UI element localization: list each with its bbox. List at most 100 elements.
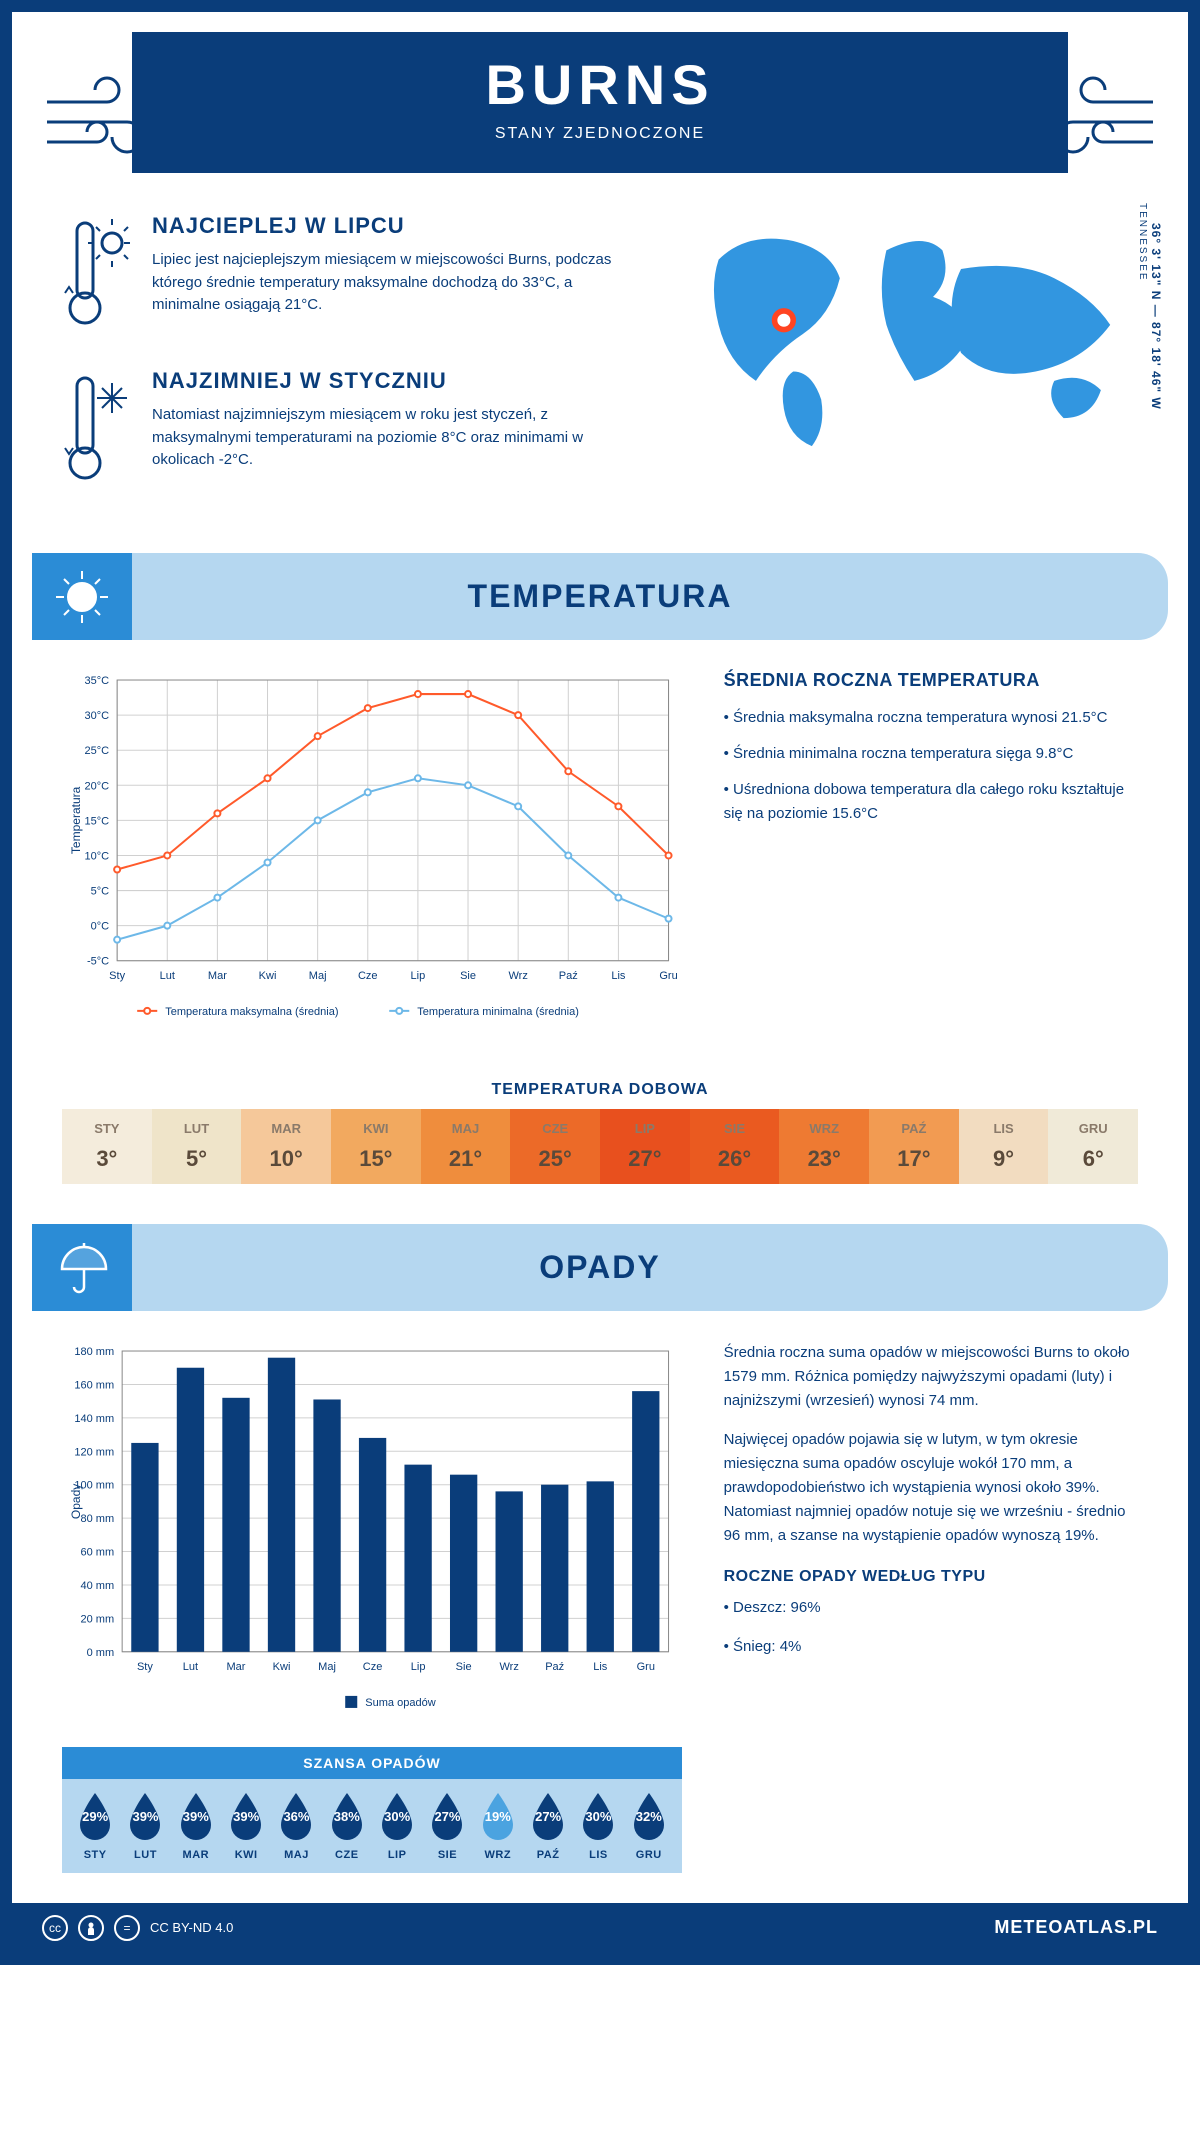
daily-month: SIE (690, 1121, 780, 1136)
svg-text:Sie: Sie (456, 1661, 472, 1673)
daily-month: PAŹ (869, 1121, 959, 1136)
daily-value: 5° (152, 1146, 242, 1172)
daily-temp-cell: LIS9° (959, 1109, 1049, 1184)
raindrop-icon: 32% (628, 1791, 670, 1843)
daily-value: 3° (62, 1146, 152, 1172)
daily-month: STY (62, 1121, 152, 1136)
raindrop-icon: 30% (577, 1791, 619, 1843)
svg-text:Wrz: Wrz (508, 970, 527, 982)
chance-drop-cell: 32% GRU (624, 1791, 674, 1861)
daily-value: 10° (241, 1146, 331, 1172)
chance-value: 27% (535, 1809, 561, 1824)
svg-text:5°C: 5°C (91, 886, 110, 898)
chance-month: MAR (171, 1849, 221, 1861)
svg-text:40 mm: 40 mm (80, 1580, 114, 1592)
chance-month: LIS (573, 1849, 623, 1861)
svg-text:Maj: Maj (318, 1661, 336, 1673)
chance-month: LIP (372, 1849, 422, 1861)
hottest-title: NAJCIEPLEJ W LIPCU (152, 213, 632, 239)
type-bullet: • Śnieg: 4% (724, 1635, 1138, 1659)
chance-month: SIE (422, 1849, 472, 1861)
svg-text:Gru: Gru (637, 1661, 655, 1673)
temperature-title: TEMPERATURA (468, 578, 733, 614)
nd-icon: = (114, 1915, 140, 1941)
chance-value: 27% (434, 1809, 460, 1824)
annual-bullet: • Średnia minimalna roczna temperatura s… (724, 742, 1138, 766)
temperature-section-header: TEMPERATURA (32, 553, 1168, 640)
svg-text:Paź: Paź (545, 1661, 564, 1673)
svg-text:Suma opadów: Suma opadów (365, 1697, 435, 1709)
svg-text:Sie: Sie (460, 970, 476, 982)
svg-text:Mar: Mar (226, 1661, 245, 1673)
svg-text:Lip: Lip (411, 1661, 426, 1673)
by-icon (78, 1915, 104, 1941)
cc-icon: cc (42, 1915, 68, 1941)
daily-value: 21° (421, 1146, 511, 1172)
svg-text:Gru: Gru (659, 970, 677, 982)
svg-text:15°C: 15°C (84, 815, 109, 827)
sun-icon (32, 553, 132, 640)
precip-title: OPADY (539, 1249, 660, 1285)
location-marker-icon (774, 311, 793, 330)
daily-value: 26° (690, 1146, 780, 1172)
daily-temp-cell: GRU6° (1048, 1109, 1138, 1184)
thermometer-hot-icon (62, 213, 132, 338)
chance-value: 30% (384, 1809, 410, 1824)
svg-text:120 mm: 120 mm (74, 1446, 114, 1458)
svg-text:Maj: Maj (309, 970, 327, 982)
intro-row: NAJCIEPLEJ W LIPCU Lipiec jest najcieple… (12, 173, 1188, 553)
svg-text:Opady: Opady (69, 1484, 83, 1519)
state-label: TENNESSEE (1137, 203, 1148, 282)
precip-section-header: OPADY (32, 1224, 1168, 1311)
svg-text:Temperatura maksymalna (średni: Temperatura maksymalna (średnia) (165, 1006, 338, 1018)
raindrop-icon: 39% (124, 1791, 166, 1843)
daily-temp-cell: MAJ21° (421, 1109, 511, 1184)
chance-value: 39% (132, 1809, 158, 1824)
svg-text:80 mm: 80 mm (80, 1513, 114, 1525)
svg-text:Temperatura minimalna (średnia: Temperatura minimalna (średnia) (417, 1006, 579, 1018)
precip-para-1: Średnia roczna suma opadów w miejscowośc… (724, 1341, 1138, 1413)
chance-drop-cell: 27% SIE (422, 1791, 472, 1861)
hottest-block: NAJCIEPLEJ W LIPCU Lipiec jest najcieple… (62, 213, 632, 338)
precip-content: 0 mm20 mm40 mm60 mm80 mm100 mm120 mm140 … (12, 1311, 1188, 1747)
chance-drop-cell: 30% LIS (573, 1791, 623, 1861)
coldest-title: NAJZIMNIEJ W STYCZNIU (152, 368, 632, 394)
svg-text:Kwi: Kwi (273, 1661, 291, 1673)
svg-text:10°C: 10°C (84, 850, 109, 862)
raindrop-icon: 19% (477, 1791, 519, 1843)
daily-temp-cell: PAŹ17° (869, 1109, 959, 1184)
raindrop-icon: 27% (426, 1791, 468, 1843)
svg-text:20 mm: 20 mm (80, 1613, 114, 1625)
svg-text:180 mm: 180 mm (74, 1346, 114, 1358)
svg-text:Kwi: Kwi (259, 970, 277, 982)
city-title: BURNS (132, 52, 1068, 117)
intro-text-column: NAJCIEPLEJ W LIPCU Lipiec jest najcieple… (62, 213, 632, 523)
daily-value: 9° (959, 1146, 1049, 1172)
svg-text:25°C: 25°C (84, 745, 109, 757)
chance-value: 30% (585, 1809, 611, 1824)
site-name: METEOATLAS.PL (994, 1917, 1158, 1938)
raindrop-icon: 39% (175, 1791, 217, 1843)
infographic-page: BURNS STANY ZJEDNOCZONE NAJCIEP (0, 0, 1200, 1965)
chance-value: 32% (636, 1809, 662, 1824)
svg-text:Paź: Paź (559, 970, 578, 982)
daily-value: 25° (510, 1146, 600, 1172)
svg-text:20°C: 20°C (84, 780, 109, 792)
chance-drop-cell: 39% KWI (221, 1791, 271, 1861)
svg-text:60 mm: 60 mm (80, 1546, 114, 1558)
thermometer-cold-icon (62, 368, 132, 493)
chance-drop-cell: 38% CZE (322, 1791, 372, 1861)
annual-heading: ŚREDNIA ROCZNA TEMPERATURA (724, 670, 1138, 691)
daily-month: KWI (331, 1121, 421, 1136)
chance-drop-cell: 27% PAŹ (523, 1791, 573, 1861)
temperature-line-chart: -5°C0°C5°C10°C15°C20°C25°C30°C35°CStyLut… (62, 670, 684, 1036)
svg-text:30°C: 30°C (84, 710, 109, 722)
daily-temp-grid: STY3°LUT5°MAR10°KWI15°MAJ21°CZE25°LIP27°… (62, 1109, 1138, 1184)
svg-text:Cze: Cze (358, 970, 378, 982)
world-map-icon (672, 213, 1138, 455)
daily-value: 6° (1048, 1146, 1138, 1172)
chance-value: 29% (82, 1809, 108, 1824)
daily-temp-cell: SIE 26° (690, 1109, 780, 1184)
svg-text:Lis: Lis (593, 1661, 608, 1673)
svg-text:0 mm: 0 mm (87, 1647, 115, 1659)
